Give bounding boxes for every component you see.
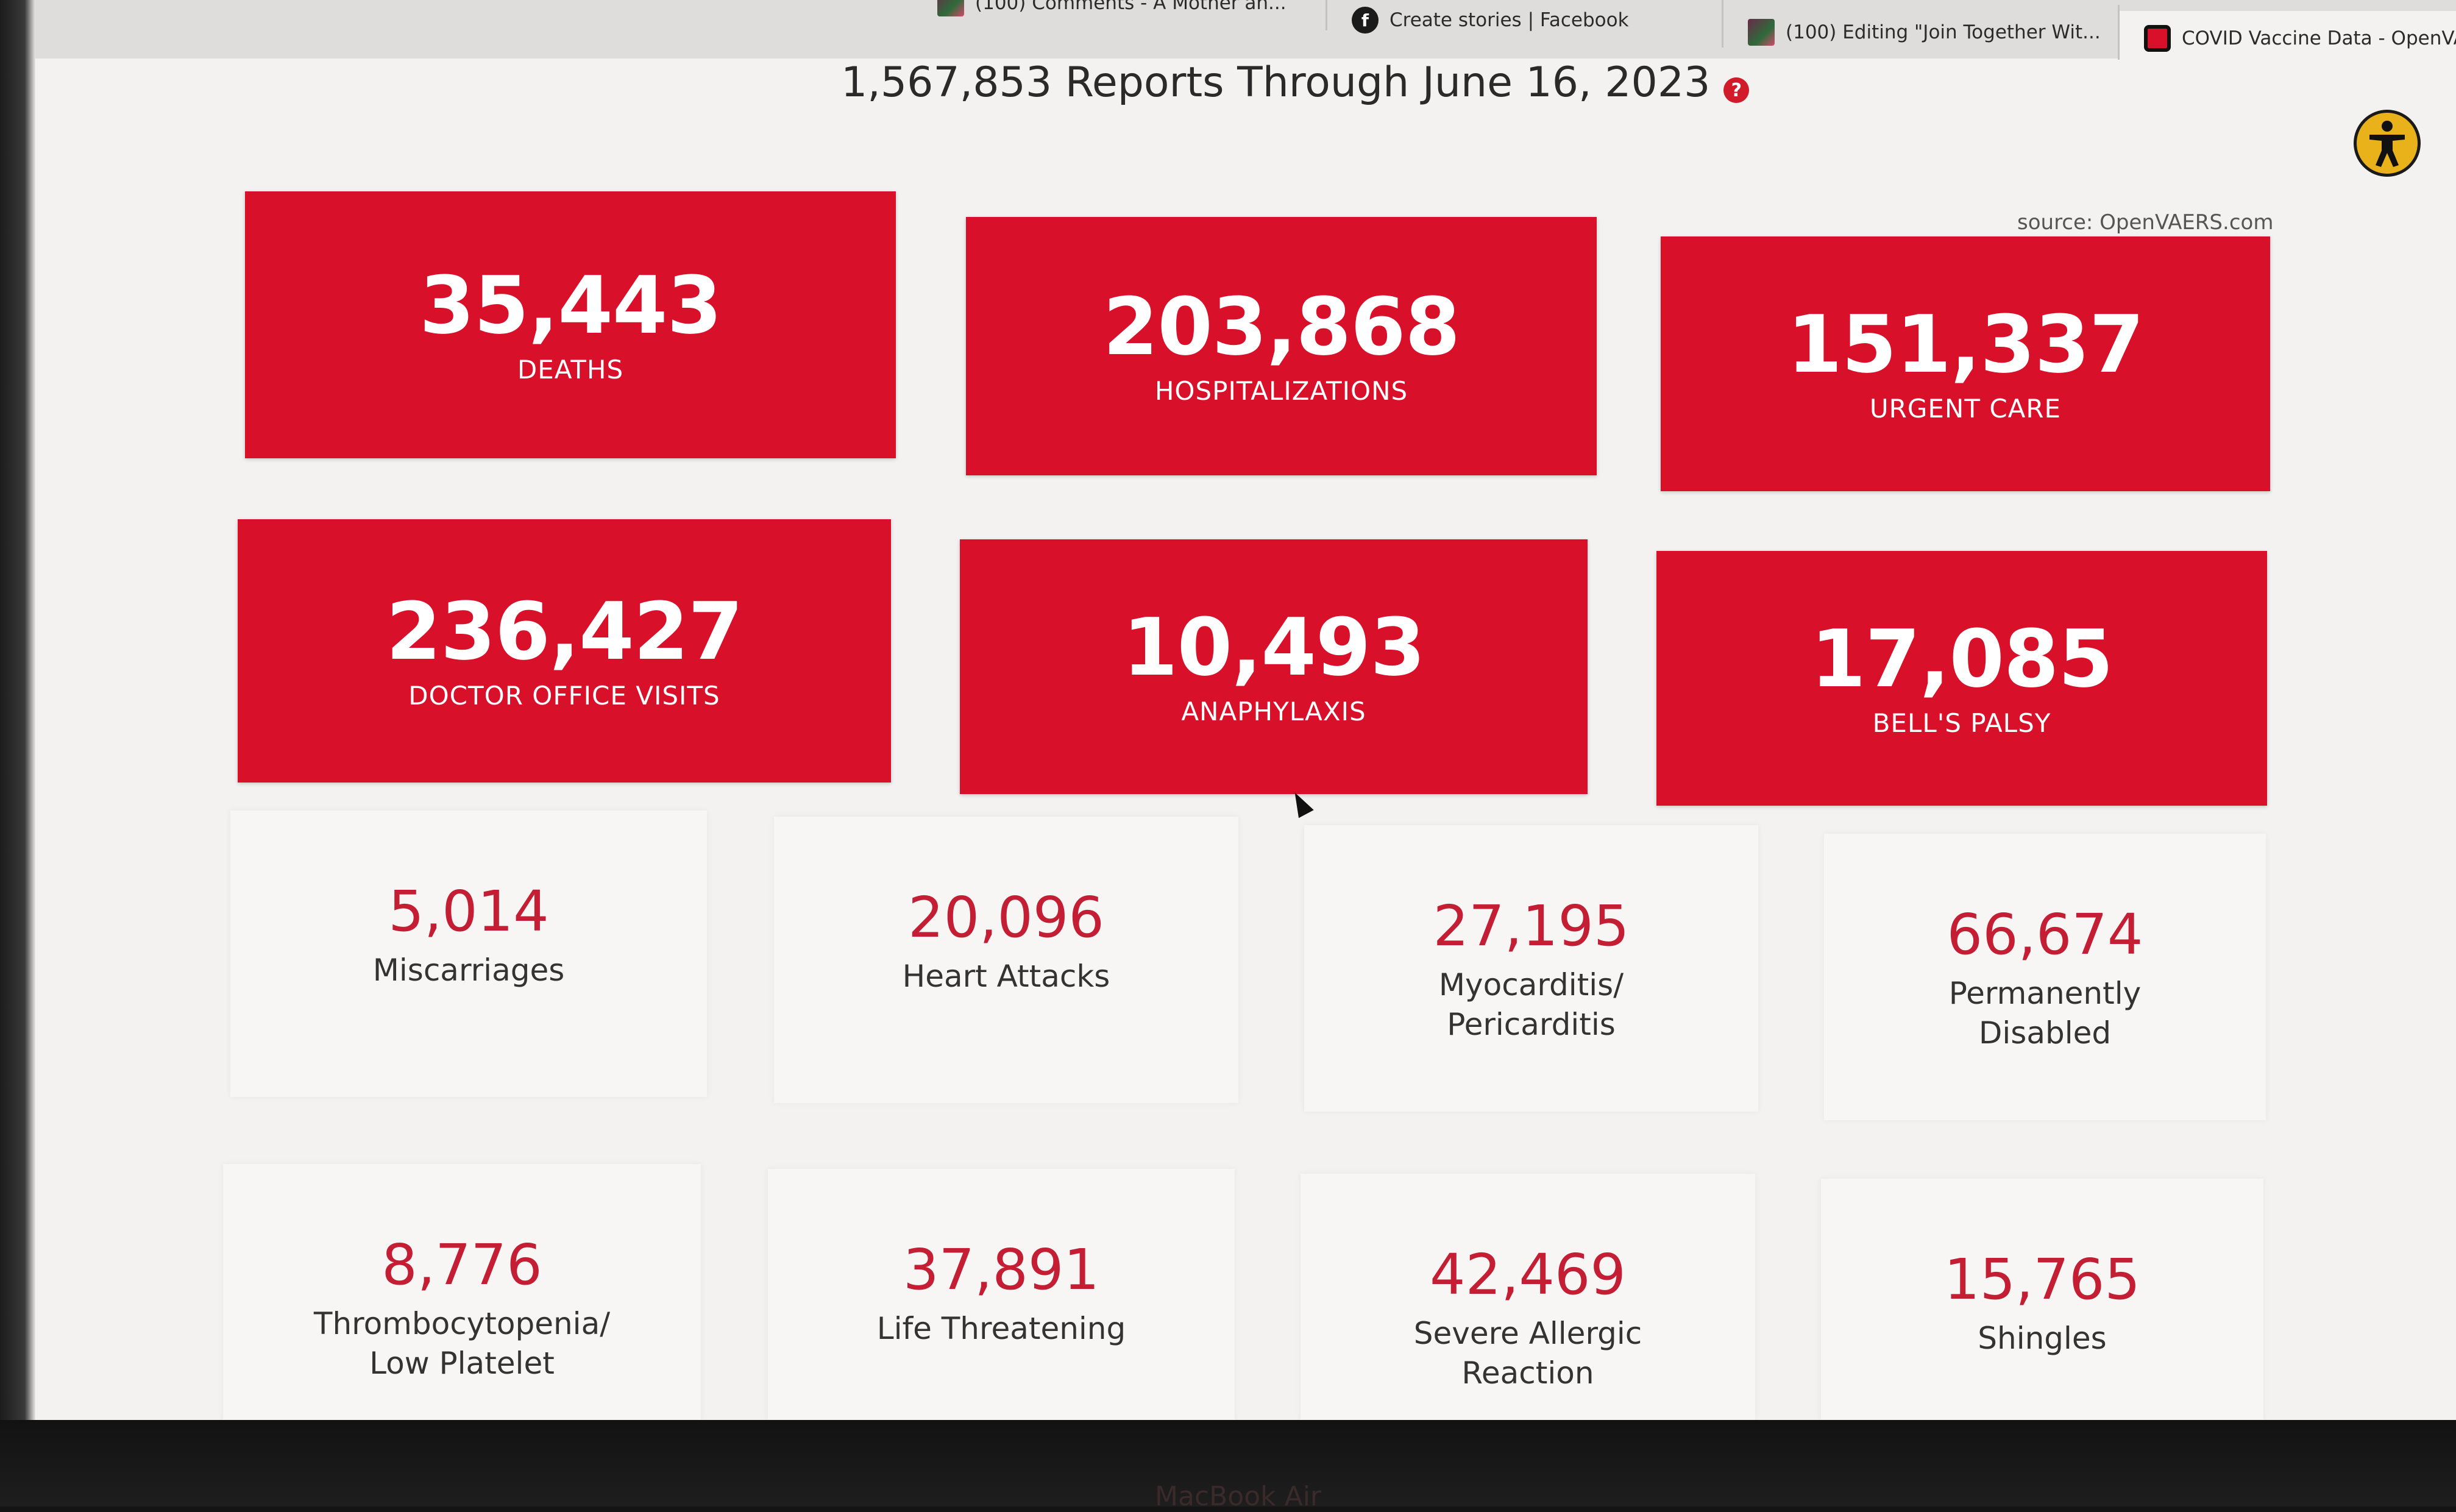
- tab-label: COVID Vaccine Data - OpenVA...: [2182, 27, 2456, 49]
- stat-value: 37,891: [903, 1237, 1099, 1302]
- image-favicon-icon: [937, 0, 964, 16]
- stat-card-doctor-office-visits: 236,427 DOCTOR OFFICE VISITS: [238, 519, 891, 783]
- openvaers-favicon-icon: [2144, 25, 2171, 52]
- stat-card-severe-allergic-reaction: 42,469 Severe Allergic Reaction: [1301, 1174, 1755, 1420]
- source-note: source: OpenVAERS.com: [2017, 210, 2274, 235]
- stat-label: URGENT CARE: [1869, 393, 2062, 424]
- stat-label: Myocarditis/ Pericarditis: [1438, 967, 1624, 1042]
- stat-label: Heart Attacks: [902, 959, 1110, 994]
- stat-card-anaphylaxis: 10,493 ANAPHYLAXIS: [960, 539, 1588, 794]
- stat-card-heart-attacks: 20,096 Heart Attacks: [774, 817, 1238, 1103]
- tab-label: Create stories | Facebook: [1389, 9, 1629, 31]
- laptop-bezel: [0, 1420, 2456, 1507]
- stat-value: 15,765: [1944, 1247, 2140, 1312]
- device-label: MacBook Air: [1155, 1481, 1322, 1512]
- browser-tab-openvaers[interactable]: COVID Vaccine Data - OpenVA...: [2120, 11, 2456, 66]
- stat-card-life-threatening: 37,891 Life Threatening: [768, 1169, 1235, 1420]
- accessibility-icon[interactable]: [2354, 110, 2421, 177]
- stat-card-deaths: 35,443 DEATHS: [245, 191, 896, 458]
- browser-tab-comments[interactable]: (100) Comments - A Mother an...: [913, 0, 1327, 30]
- stat-value: 66,674: [1947, 902, 2143, 967]
- browser-viewport: (100) Comments - A Mother an... f Create…: [0, 0, 2456, 1420]
- browser-tab-facebook[interactable]: f Create stories | Facebook: [1327, 0, 1723, 48]
- reports-title-text: 1,567,853 Reports Through June 16, 2023: [841, 58, 1711, 107]
- stat-label: BELL'S PALSY: [1872, 708, 2051, 738]
- stat-card-myocarditis: 27,195 Myocarditis/ Pericarditis: [1304, 825, 1758, 1112]
- facebook-icon: f: [1352, 7, 1379, 34]
- stat-label: Severe Allergic Reaction: [1413, 1316, 1642, 1391]
- stat-value: 27,195: [1433, 893, 1630, 959]
- tab-label: (100) Editing "Join Together Wit...: [1786, 21, 2101, 43]
- stat-value: 8,776: [382, 1232, 542, 1297]
- stat-value: 5,014: [388, 879, 549, 944]
- stat-value: 203,868: [1102, 280, 1460, 373]
- stat-card-urgent-care: 151,337 URGENT CARE: [1661, 236, 2270, 491]
- stat-label: ANAPHYLAXIS: [1181, 696, 1366, 726]
- page-title: 1,567,853 Reports Through June 16, 2023 …: [841, 49, 1755, 116]
- stat-label: Permanently Disabled: [1948, 976, 2142, 1051]
- stat-card-miscarriages: 5,014 Miscarriages: [230, 811, 707, 1097]
- stat-label: Miscarriages: [372, 953, 565, 988]
- stat-card-shingles: 15,765 Shingles: [1821, 1179, 2263, 1420]
- stat-label: Shingles: [1978, 1321, 2107, 1356]
- stat-label: Life Threatening: [876, 1311, 1126, 1346]
- browser-tab-editing[interactable]: (100) Editing "Join Together Wit...: [1723, 5, 2120, 60]
- stat-value: 35,443: [419, 258, 722, 352]
- screen-bezel: [0, 0, 35, 1420]
- stat-card-thrombocytopenia: 8,776 Thrombocytopenia/ Low Platelet: [223, 1164, 701, 1420]
- stat-value: 42,469: [1430, 1242, 1626, 1307]
- stat-value: 151,337: [1787, 297, 2144, 391]
- stat-card-hospitalizations: 203,868 HOSPITALIZATIONS: [966, 217, 1597, 475]
- stat-label: Thrombocytopenia/ Low Platelet: [313, 1306, 611, 1381]
- stat-value: 10,493: [1123, 600, 1425, 694]
- browser-tab-strip: (100) Comments - A Mother an... f Create…: [35, 0, 2456, 66]
- tab-label: (100) Comments - A Mother an...: [975, 0, 1287, 14]
- stat-label: DOCTOR OFFICE VISITS: [408, 680, 720, 711]
- stat-value: 20,096: [908, 885, 1104, 950]
- stat-card-permanently-disabled: 66,674 Permanently Disabled: [1824, 834, 2266, 1120]
- stat-card-bells-palsy: 17,085 BELL'S PALSY: [1656, 551, 2267, 806]
- help-icon[interactable]: ?: [1723, 77, 1750, 103]
- stat-value: 17,085: [1811, 612, 2114, 705]
- stat-label: HOSPITALIZATIONS: [1154, 375, 1408, 406]
- stat-label: DEATHS: [517, 354, 624, 385]
- stat-value: 236,427: [386, 584, 743, 678]
- image-favicon-icon: [1748, 19, 1775, 46]
